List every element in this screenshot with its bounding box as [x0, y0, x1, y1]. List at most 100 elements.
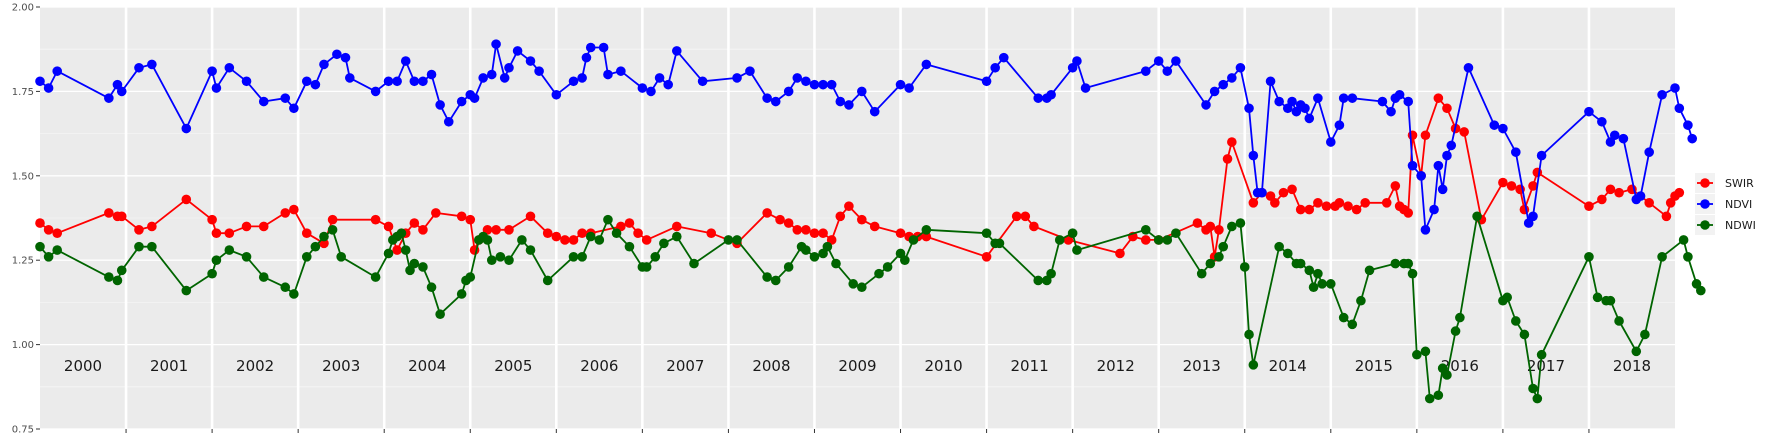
data-point-ndvi: [211, 83, 222, 93]
year-label: 2010: [924, 357, 962, 375]
data-point-swir: [491, 225, 501, 235]
data-point-swir: [1614, 187, 1624, 198]
data-point-ndwi: [1407, 268, 1418, 279]
data-point-ndwi: [370, 272, 381, 282]
legend: SWIR NDVI NDWI: [1695, 173, 1756, 235]
data-point-swir: [134, 225, 144, 235]
data-point-ndvi: [310, 79, 321, 90]
data-point-ndvi: [762, 93, 772, 103]
data-point-ndwi: [1420, 346, 1431, 357]
data-point-ndwi: [35, 241, 45, 252]
data-point-swir: [1295, 204, 1306, 215]
data-point-swir: [116, 211, 127, 222]
data-point-ndvi: [1609, 130, 1620, 141]
data-point-swir: [1433, 93, 1444, 103]
data-point-ndwi: [258, 272, 269, 282]
data-point-ndvi: [207, 66, 217, 76]
data-point-swir: [280, 208, 291, 218]
data-point-ndvi: [616, 66, 626, 76]
data-point-ndvi: [224, 62, 235, 73]
year-label: 2006: [580, 357, 618, 375]
data-point-swir: [392, 245, 402, 255]
data-point-swir: [1011, 211, 1022, 222]
data-point-ndwi: [585, 231, 596, 242]
year-label: 2001: [150, 357, 188, 375]
data-point-ndvi: [732, 73, 742, 83]
data-point-swir: [258, 221, 269, 232]
data-point-ndwi: [207, 268, 217, 279]
data-point-ndvi: [370, 86, 381, 97]
data-point-ndvi: [783, 86, 794, 97]
year-label: 2009: [838, 357, 876, 375]
data-point-ndwi: [383, 248, 394, 259]
data-point-ndwi: [301, 252, 312, 262]
data-point-ndwi: [1433, 390, 1444, 401]
data-point-ndvi: [857, 86, 867, 97]
data-point-swir: [241, 221, 252, 232]
data-point-ndwi: [1325, 279, 1336, 289]
data-point-ndwi: [1605, 295, 1616, 306]
data-point-swir: [895, 228, 906, 238]
data-point-swir: [1140, 235, 1151, 245]
data-point-ndvi: [1140, 66, 1151, 76]
data-point-ndvi: [134, 62, 144, 73]
year-label: 2005: [494, 357, 532, 375]
data-point-ndwi: [435, 309, 445, 320]
data-point-ndvi: [671, 46, 682, 56]
data-point-ndvi: [1080, 83, 1091, 93]
data-point-swir: [1248, 198, 1259, 208]
year-label: 2015: [1355, 357, 1393, 375]
data-point-ndwi: [1631, 346, 1642, 357]
data-point-ndvi: [869, 106, 880, 117]
data-point-ndvi: [1416, 171, 1426, 181]
data-point-ndwi: [723, 235, 734, 245]
data-point-ndwi: [280, 282, 291, 293]
data-point-swir: [783, 218, 794, 228]
data-point-ndwi: [426, 282, 437, 293]
y-tick-label: 1.00: [12, 340, 34, 351]
data-point-swir: [568, 235, 579, 245]
data-point-ndvi: [340, 52, 351, 63]
data-point-swir: [1498, 177, 1508, 188]
data-point-ndwi: [134, 241, 144, 252]
data-point-swir: [1214, 225, 1224, 235]
data-point-swir: [43, 225, 54, 235]
data-point-ndvi: [478, 73, 488, 83]
data-point-ndvi: [921, 59, 932, 70]
data-point-ndwi: [1592, 292, 1603, 303]
data-point-ndvi: [603, 69, 613, 80]
data-point-swir: [207, 214, 217, 225]
legend-label-ndwi: NDWI: [1725, 219, 1756, 232]
data-point-ndwi: [1450, 326, 1461, 336]
data-point-ndvi: [289, 103, 299, 114]
data-point-ndvi: [1162, 66, 1173, 76]
data-point-ndvi: [551, 89, 562, 100]
y-tick-label: 0.75: [12, 425, 34, 436]
data-point-ndwi: [1614, 316, 1624, 326]
data-point-ndvi: [1304, 113, 1315, 124]
data-point-ndvi: [577, 73, 587, 83]
data-point-ndvi: [770, 96, 781, 107]
data-point-ndvi: [585, 42, 596, 53]
data-point-ndwi: [1511, 316, 1521, 326]
data-point-swir: [465, 214, 476, 225]
data-point-ndvi: [1528, 211, 1538, 222]
data-point-swir: [1459, 127, 1469, 137]
data-point-swir: [147, 221, 157, 232]
data-point-ndwi: [1227, 221, 1237, 232]
data-point-ndwi: [1140, 225, 1151, 235]
data-point-swir: [1506, 181, 1517, 191]
data-point-ndvi: [792, 73, 803, 83]
data-point-ndwi: [542, 275, 553, 286]
data-point-ndwi: [900, 255, 910, 265]
data-point-ndvi: [258, 96, 269, 107]
year-label: 2013: [1183, 357, 1221, 375]
data-point-ndvi: [818, 79, 828, 90]
data-point-ndvi: [1386, 106, 1396, 117]
data-point-ndvi: [1235, 62, 1246, 73]
data-point-swir: [1304, 204, 1315, 215]
data-point-ndwi: [1536, 349, 1547, 360]
data-point-ndwi: [1338, 312, 1349, 323]
data-point-ndwi: [1424, 393, 1435, 404]
